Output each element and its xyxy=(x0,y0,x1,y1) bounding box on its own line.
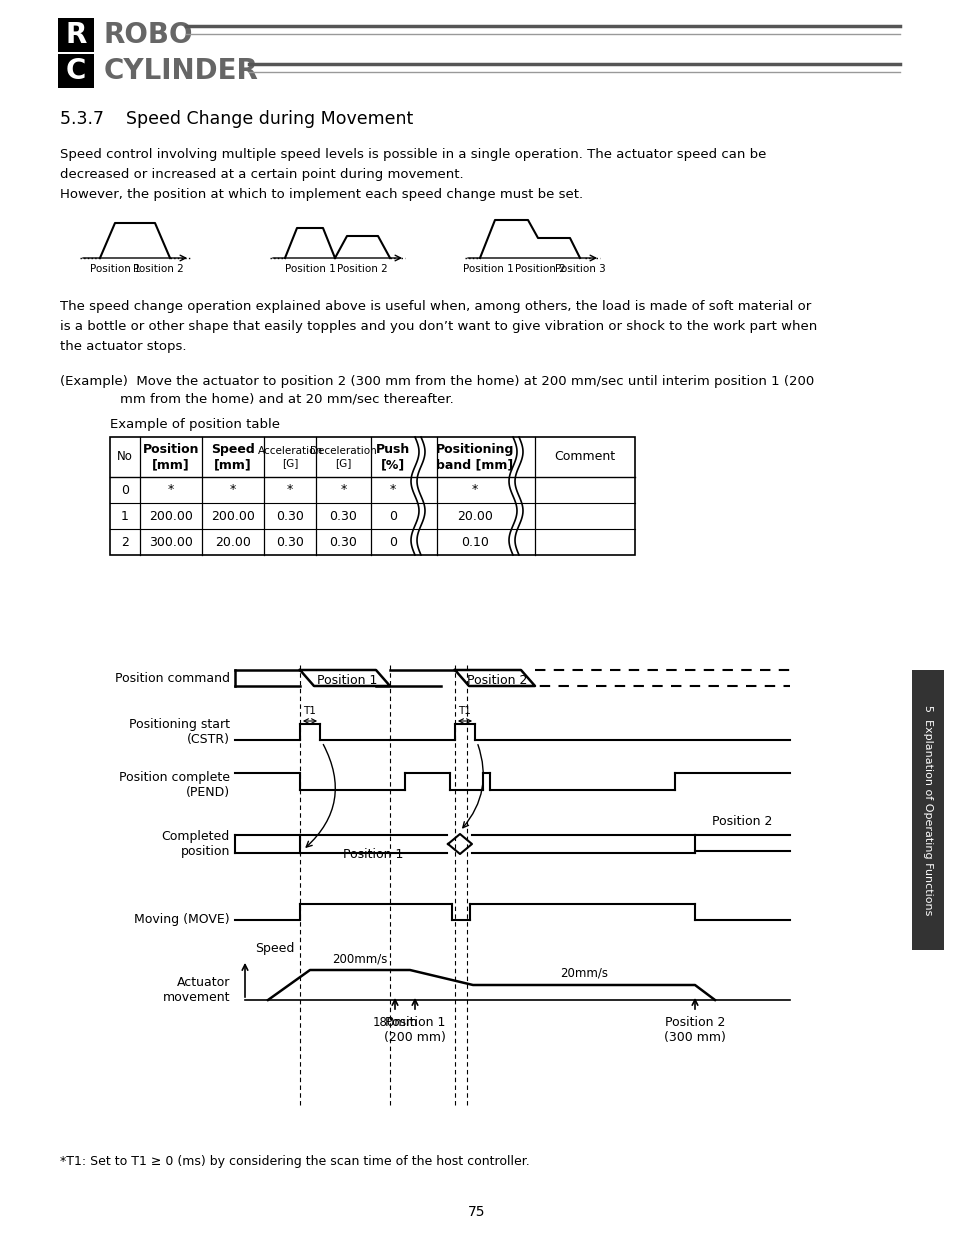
Text: (Example)  Move the actuator to position 2 (300 mm from the home) at 200 mm/sec : (Example) Move the actuator to position … xyxy=(60,375,814,388)
Text: T1: T1 xyxy=(303,706,316,716)
Text: Deceleration
[G]: Deceleration [G] xyxy=(310,446,376,468)
Text: *: * xyxy=(230,483,236,496)
Text: 0.30: 0.30 xyxy=(275,510,304,522)
Text: mm from the home) and at 20 mm/sec thereafter.: mm from the home) and at 20 mm/sec there… xyxy=(120,391,454,405)
Bar xyxy=(911,671,943,950)
Text: Position 1: Position 1 xyxy=(462,264,513,274)
Text: 0: 0 xyxy=(389,510,396,522)
Text: 0: 0 xyxy=(389,536,396,548)
Text: The speed change operation explained above is useful when, among others, the loa: The speed change operation explained abo… xyxy=(60,300,817,353)
Text: C: C xyxy=(66,57,86,85)
Text: 2: 2 xyxy=(121,536,129,548)
Text: No: No xyxy=(117,451,132,463)
Text: 0: 0 xyxy=(121,483,129,496)
Text: Speed control involving multiple speed levels is possible in a single operation.: Speed control involving multiple speed l… xyxy=(60,148,765,201)
Text: Completed
position: Completed position xyxy=(162,830,230,858)
Text: Position 1
(200 mm): Position 1 (200 mm) xyxy=(384,1016,445,1044)
Text: 75: 75 xyxy=(468,1205,485,1219)
Text: Moving (MOVE): Moving (MOVE) xyxy=(134,914,230,926)
Text: Position complete
(PEND): Position complete (PEND) xyxy=(119,771,230,799)
Text: Positioning
band [mm]: Positioning band [mm] xyxy=(436,443,514,471)
Text: Position
[mm]: Position [mm] xyxy=(143,443,199,471)
Text: Example of position table: Example of position table xyxy=(110,417,280,431)
Text: Position 2
(300 mm): Position 2 (300 mm) xyxy=(663,1016,725,1044)
Text: Position 1: Position 1 xyxy=(316,673,376,687)
Text: R: R xyxy=(65,21,87,49)
Text: 20mm/s: 20mm/s xyxy=(559,967,607,981)
Text: *: * xyxy=(472,483,477,496)
Text: Position 3: Position 3 xyxy=(554,264,605,274)
Text: CYLINDER: CYLINDER xyxy=(104,57,258,85)
Text: 1: 1 xyxy=(121,510,129,522)
Text: ROBO: ROBO xyxy=(104,21,193,49)
Text: Push
[%]: Push [%] xyxy=(375,443,410,471)
Text: Actuator
movement: Actuator movement xyxy=(162,976,230,1004)
Text: 20.00: 20.00 xyxy=(456,510,493,522)
Text: 200.00: 200.00 xyxy=(149,510,193,522)
Text: *: * xyxy=(390,483,395,496)
Text: 180mm: 180mm xyxy=(372,1016,417,1029)
Text: Acceleration
[G]: Acceleration [G] xyxy=(257,446,322,468)
Text: Position 2: Position 2 xyxy=(336,264,387,274)
Bar xyxy=(58,19,94,52)
Text: Comment: Comment xyxy=(554,451,615,463)
Text: 0.10: 0.10 xyxy=(460,536,489,548)
Bar xyxy=(58,54,94,88)
Text: 0.30: 0.30 xyxy=(329,510,357,522)
Text: 5.3.7    Speed Change during Movement: 5.3.7 Speed Change during Movement xyxy=(60,110,413,128)
Text: 200mm/s: 200mm/s xyxy=(332,952,387,965)
Text: Speed: Speed xyxy=(254,942,294,955)
Text: Position 1: Position 1 xyxy=(284,264,335,274)
Text: 0.30: 0.30 xyxy=(275,536,304,548)
Text: 5  Explanation of Operating Functions: 5 Explanation of Operating Functions xyxy=(923,705,932,915)
Text: 300.00: 300.00 xyxy=(149,536,193,548)
Text: 0.30: 0.30 xyxy=(329,536,357,548)
Text: T1: T1 xyxy=(458,706,471,716)
Text: 200.00: 200.00 xyxy=(211,510,254,522)
Text: *: * xyxy=(340,483,346,496)
Text: Position command: Position command xyxy=(115,672,230,684)
Text: *: * xyxy=(168,483,174,496)
Text: Position 1: Position 1 xyxy=(90,264,140,274)
Text: Position 2: Position 2 xyxy=(132,264,183,274)
Text: Position 1: Position 1 xyxy=(343,847,403,861)
Text: Positioning start
(CSTR): Positioning start (CSTR) xyxy=(129,718,230,746)
Text: Position 2: Position 2 xyxy=(712,815,772,827)
Text: *: * xyxy=(287,483,293,496)
Text: Position 2: Position 2 xyxy=(514,264,565,274)
Text: Position 2: Position 2 xyxy=(466,673,527,687)
Text: *T1: Set to T1 ≥ 0 (ms) by considering the scan time of the host controller.: *T1: Set to T1 ≥ 0 (ms) by considering t… xyxy=(60,1155,529,1168)
Bar xyxy=(110,437,635,555)
Text: Speed
[mm]: Speed [mm] xyxy=(211,443,254,471)
Text: 20.00: 20.00 xyxy=(214,536,251,548)
